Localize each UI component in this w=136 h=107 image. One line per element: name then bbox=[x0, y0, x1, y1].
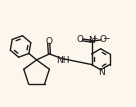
Text: −: − bbox=[102, 33, 110, 42]
Text: +: + bbox=[91, 34, 97, 43]
Text: N: N bbox=[88, 36, 95, 45]
Text: O: O bbox=[100, 35, 107, 44]
Text: O: O bbox=[77, 35, 84, 44]
Text: O: O bbox=[45, 37, 52, 46]
Text: N: N bbox=[98, 68, 105, 77]
Text: NH: NH bbox=[56, 56, 69, 65]
